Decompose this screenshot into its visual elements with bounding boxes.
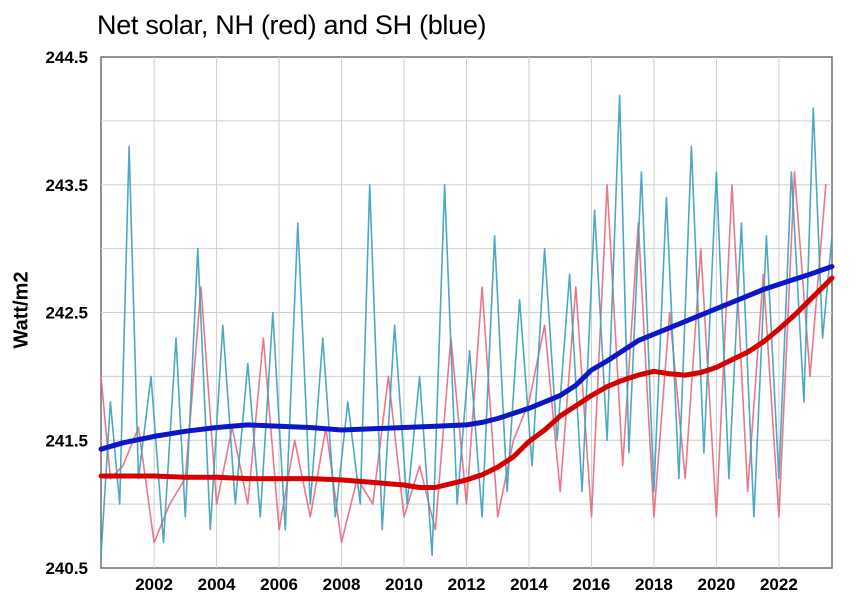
x-tick-label: 2006 bbox=[260, 575, 298, 594]
x-tick-label: 2008 bbox=[323, 575, 361, 594]
smoothed-series-line bbox=[98, 275, 835, 490]
x-tick-label: 2014 bbox=[510, 575, 548, 594]
axis-ticks: 2002 2004 2006 2008 2010 2012 2014 2016 2018 2020… bbox=[45, 48, 797, 594]
y-tick-label: 244.5 bbox=[45, 48, 88, 67]
x-tick-label: 2004 bbox=[198, 575, 236, 594]
smoothed-series-line bbox=[98, 264, 835, 452]
x-tick-label: 2018 bbox=[635, 575, 673, 594]
y-tick-label: 241.5 bbox=[45, 431, 88, 450]
x-tick-label: 2022 bbox=[760, 575, 798, 594]
x-tick-label: 2002 bbox=[135, 575, 173, 594]
grid bbox=[101, 57, 832, 568]
x-tick-label: 2016 bbox=[573, 575, 611, 594]
x-tick-label: 2010 bbox=[385, 575, 423, 594]
x-tick-label: 2020 bbox=[698, 575, 736, 594]
y-tick-label: 240.5 bbox=[45, 559, 88, 578]
series-layer bbox=[98, 94, 835, 557]
y-tick-label: 242.5 bbox=[45, 304, 88, 323]
x-tick-label: 2012 bbox=[448, 575, 486, 594]
y-tick-label: 243.5 bbox=[45, 176, 88, 195]
chart-title: Net solar, NH (red) and SH (blue) bbox=[97, 10, 487, 40]
